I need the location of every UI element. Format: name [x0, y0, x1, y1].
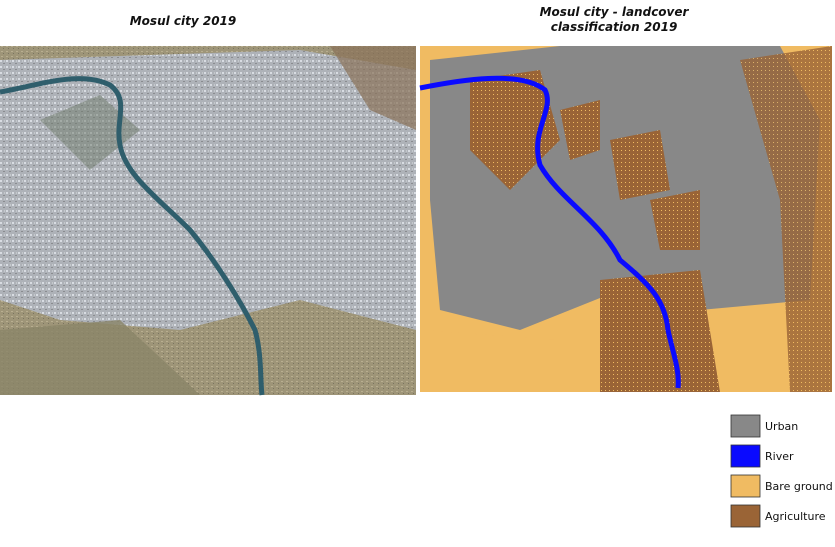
legend-label: Urban: [765, 420, 798, 433]
legend-swatch: [730, 504, 761, 528]
right-title-line: Mosul city - landcover: [540, 5, 690, 19]
satellite-image: [0, 46, 416, 396]
legend-label: Agriculture: [765, 510, 826, 523]
classification-map: [419, 46, 832, 392]
left-title: Mosul city 2019: [130, 14, 237, 28]
right-title-line: classification 2019: [551, 20, 678, 34]
legend: Urban River Bare ground Agriculture: [730, 414, 833, 528]
legend-swatch: [730, 414, 761, 438]
legend-label: Bare ground: [765, 480, 833, 493]
legend-swatch: [730, 474, 761, 498]
legend-label: River: [765, 450, 794, 463]
legend-swatch: [730, 444, 761, 468]
